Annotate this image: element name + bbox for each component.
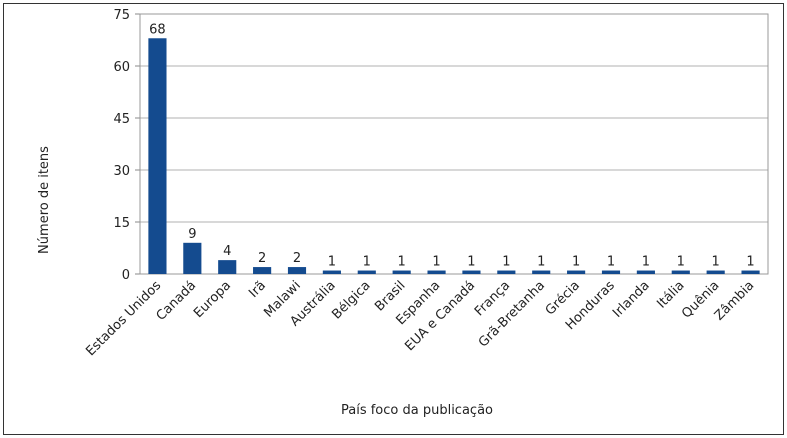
- y-tick-label: 60: [113, 60, 130, 75]
- data-label: 1: [537, 255, 545, 270]
- data-label: 2: [258, 251, 266, 266]
- y-tick-label: 75: [113, 8, 130, 23]
- data-label: 2: [293, 251, 301, 266]
- data-label: 1: [363, 255, 371, 270]
- bar: [357, 270, 376, 274]
- bar: [183, 242, 202, 274]
- data-label: 1: [677, 255, 685, 270]
- x-axis-label: País foco da publicação: [341, 403, 493, 418]
- data-label: 1: [502, 255, 510, 270]
- y-tick-label: 0: [122, 268, 130, 283]
- data-label: 1: [607, 255, 615, 270]
- bar: [741, 270, 760, 274]
- bar: [218, 260, 237, 274]
- bar: [427, 270, 446, 274]
- x-tick-label: Bélgica: [329, 278, 373, 322]
- data-label: 1: [398, 255, 406, 270]
- data-label: 1: [467, 255, 475, 270]
- y-axis-label: Número de itens: [37, 146, 52, 254]
- bar: [706, 270, 725, 274]
- bar: [462, 270, 481, 274]
- data-label: 4: [223, 244, 231, 259]
- bar: [532, 270, 551, 274]
- bar: [148, 38, 167, 275]
- data-label: 68: [149, 22, 166, 37]
- bar: [636, 270, 655, 274]
- bar: [287, 267, 307, 274]
- data-label: 1: [642, 255, 650, 270]
- y-tick-label: 30: [113, 164, 130, 179]
- y-tick-label: 45: [113, 112, 130, 127]
- data-label: 9: [188, 227, 196, 242]
- plot-border: [139, 13, 769, 275]
- bar: [322, 270, 341, 274]
- frame: [3, 3, 784, 435]
- bar: [392, 270, 411, 274]
- bar: [601, 270, 621, 274]
- data-label: 1: [572, 255, 580, 270]
- bar: [253, 267, 272, 274]
- bar: [671, 270, 690, 274]
- bar: [567, 270, 586, 274]
- data-label: 1: [328, 255, 336, 270]
- x-tick-label: Irlanda: [610, 278, 653, 321]
- x-tick-label: Europa: [191, 278, 234, 321]
- data-label: 1: [432, 255, 440, 270]
- data-label: 1: [712, 255, 720, 270]
- bar: [497, 270, 516, 274]
- x-tick-label: Irã: [246, 278, 269, 301]
- y-tick-label: 15: [113, 216, 130, 231]
- x-tick-label: Estados Unidos: [83, 278, 164, 359]
- data-label: 1: [746, 255, 754, 270]
